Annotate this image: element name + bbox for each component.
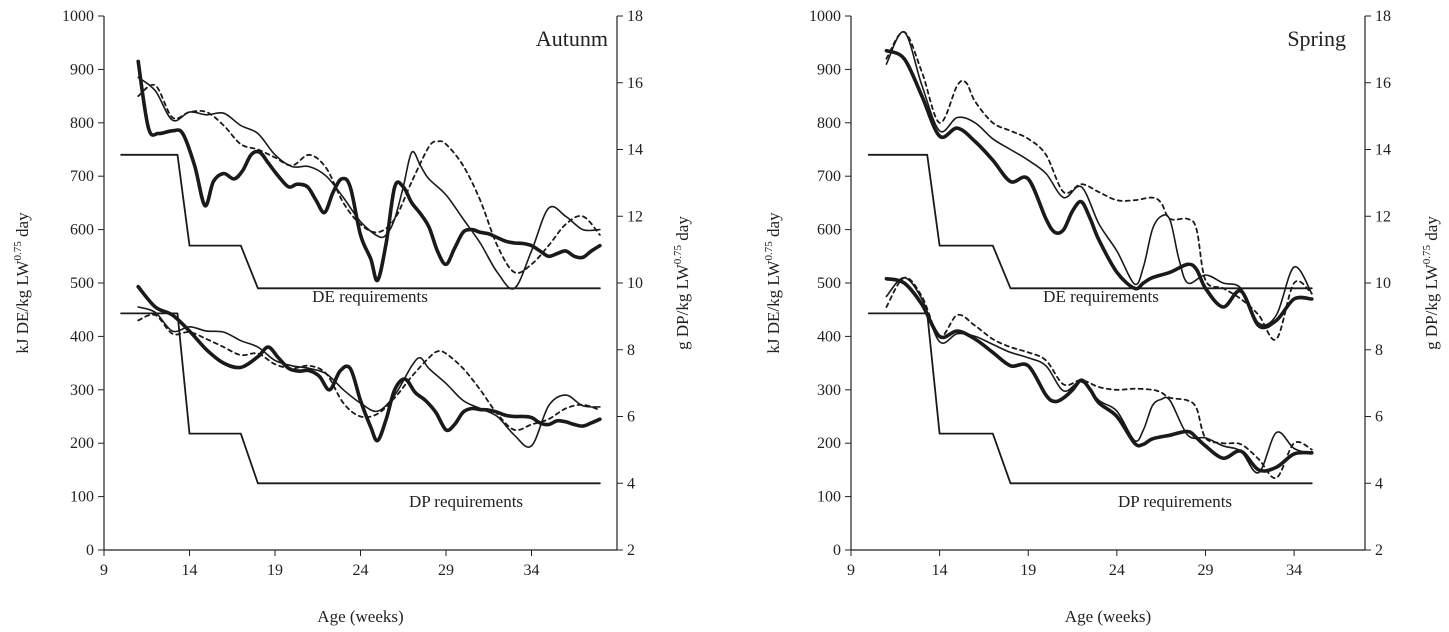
- y-tick-label: 800: [70, 115, 94, 132]
- y-tick-label: 300: [70, 382, 94, 399]
- y-axis-label-right: g DP/kg LW0.75 day: [672, 216, 692, 350]
- panel-title: Autunm: [536, 26, 608, 51]
- x-tick-label: 14: [182, 562, 198, 579]
- axes: 0100200300400500600700800900100024681012…: [809, 8, 1391, 579]
- y-axis-label-right: g DP/kg LW0.75 day: [1421, 216, 1441, 350]
- series-de-thin-line: [137, 76, 601, 290]
- y2-tick-label: 16: [627, 75, 643, 92]
- y2-tick-label: 10: [627, 275, 643, 292]
- y-tick-label: 500: [70, 275, 94, 292]
- y2-tick-label: 12: [627, 208, 643, 225]
- y2-tick-label: 8: [627, 342, 635, 359]
- series-dp-thin-line: [885, 276, 1313, 474]
- x-tick-label: 19: [1020, 562, 1036, 579]
- x-tick-label: 9: [100, 562, 108, 579]
- x-tick-label: 24: [1109, 562, 1125, 579]
- y2-tick-label: 4: [627, 475, 635, 492]
- chart-panel-autumn: 0100200300400500600700800900100024681012…: [12, 8, 692, 626]
- y-tick-label: 700: [70, 168, 94, 185]
- y-tick-label: 100: [817, 489, 841, 506]
- y-tick-label: 0: [833, 542, 841, 559]
- x-tick-label: 19: [267, 562, 283, 579]
- series-de-thin-line: [885, 31, 1313, 326]
- y-tick-label: 200: [817, 435, 841, 452]
- series-de-dashed-line: [137, 83, 601, 274]
- y2-tick-label: 10: [1375, 275, 1391, 292]
- y2-tick-label: 16: [1375, 75, 1391, 92]
- x-tick-label: 24: [353, 562, 369, 579]
- y2-tick-label: 6: [627, 409, 635, 426]
- x-axis-label: Age (weeks): [317, 607, 403, 626]
- series-dp-dashed-line: [137, 313, 601, 432]
- x-axis-label: Age (weeks): [1065, 607, 1151, 626]
- y2-tick-label: 18: [627, 8, 643, 25]
- series-de-thick-line: [136, 59, 602, 283]
- x-tick-label: 9: [847, 562, 855, 579]
- y2-tick-label: 14: [1375, 142, 1391, 159]
- y2-tick-label: 4: [1375, 475, 1383, 492]
- dp-requirements-label: DP requirements: [1118, 492, 1232, 511]
- panel-title: Spring: [1287, 26, 1346, 51]
- x-tick-label: 34: [524, 562, 540, 579]
- y-tick-label: 0: [86, 542, 94, 559]
- de-requirements-label: DE requirements: [1043, 287, 1159, 306]
- y2-tick-label: 14: [627, 142, 643, 159]
- series-de-thick-line: [884, 48, 1314, 330]
- y2-tick-label: 8: [1375, 342, 1383, 359]
- y-tick-label: 200: [70, 435, 94, 452]
- y-tick-label: 1000: [809, 8, 841, 25]
- y-tick-label: 1000: [62, 8, 94, 25]
- y-tick-label: 500: [817, 275, 841, 292]
- y-tick-label: 700: [817, 168, 841, 185]
- y-tick-label: 400: [70, 328, 94, 345]
- y-tick-label: 900: [817, 61, 841, 78]
- y-tick-label: 800: [817, 115, 841, 132]
- y2-tick-label: 2: [1375, 542, 1383, 559]
- x-tick-label: 14: [932, 562, 948, 579]
- x-tick-label: 29: [1197, 562, 1213, 579]
- de-requirements-label: DE requirements: [312, 287, 428, 306]
- series-de-requirement-line: [120, 153, 601, 290]
- y2-tick-label: 2: [627, 542, 635, 559]
- y2-tick-label: 12: [1375, 208, 1391, 225]
- y-tick-label: 300: [817, 382, 841, 399]
- x-tick-label: 29: [438, 562, 454, 579]
- series-dp-dashed-line: [885, 276, 1313, 479]
- y-axis-label-left: kJ DE/kg LW0.75 day: [12, 212, 32, 354]
- dp-requirements-label: DP requirements: [409, 492, 523, 511]
- series-de-dashed-line: [885, 31, 1313, 341]
- y-tick-label: 900: [70, 61, 94, 78]
- series-de-requirement-line: [867, 153, 1313, 290]
- x-tick-label: 34: [1286, 562, 1302, 579]
- y2-tick-label: 6: [1375, 409, 1383, 426]
- y2-tick-label: 18: [1375, 8, 1391, 25]
- series-dp-requirement-line: [867, 312, 1313, 485]
- y-axis-label-left: kJ DE/kg LW0.75 day: [763, 212, 783, 354]
- y-tick-label: 600: [70, 222, 94, 239]
- axes: 0100200300400500600700800900100024681012…: [62, 8, 643, 579]
- series-dp-thin-line: [137, 306, 601, 448]
- y-tick-label: 400: [817, 328, 841, 345]
- y-tick-label: 600: [817, 222, 841, 239]
- chart-panel-spring: 0100200300400500600700800900100024681012…: [763, 8, 1441, 626]
- y-tick-label: 100: [70, 489, 94, 506]
